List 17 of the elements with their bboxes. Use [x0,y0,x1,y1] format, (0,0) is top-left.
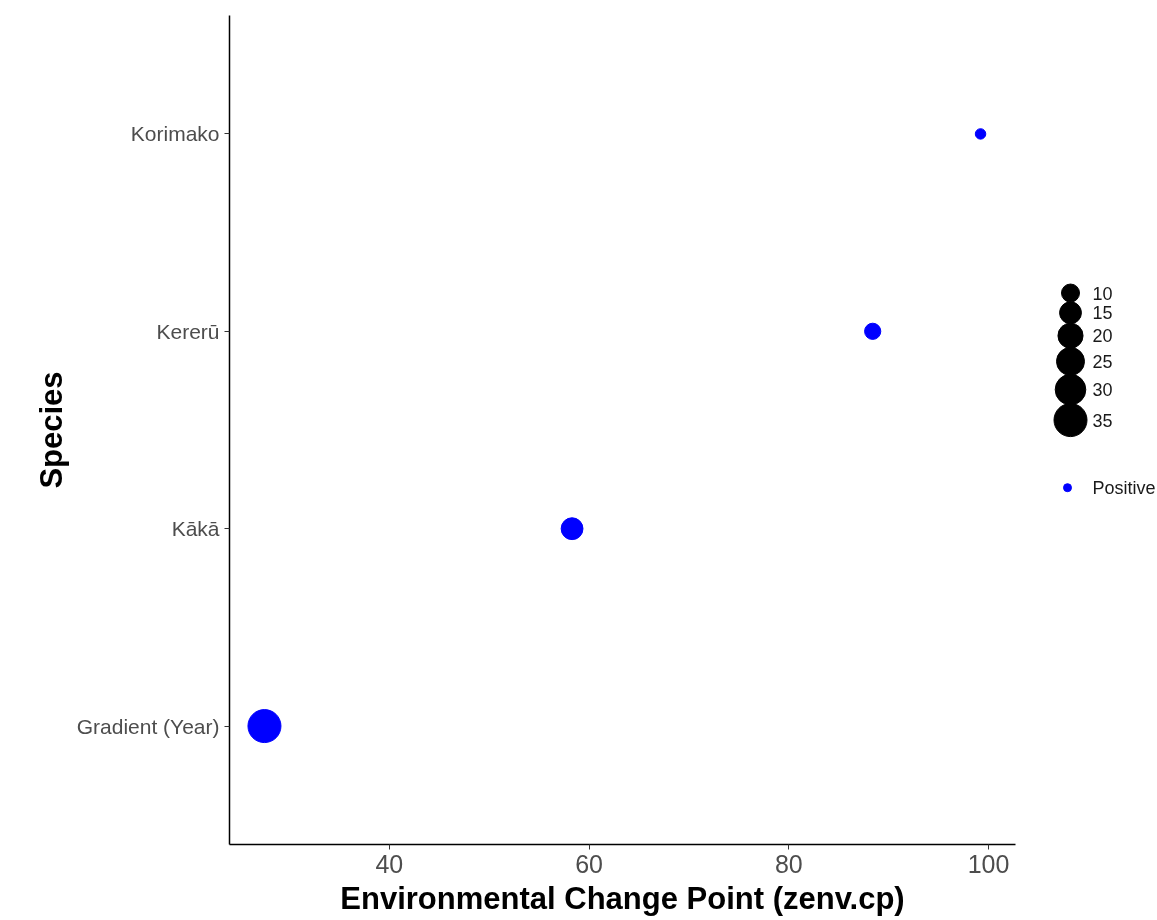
y-tick-label: Korimako [130,122,220,146]
y-tick-label: Kererū [156,319,220,343]
legend-label: 25 [1092,351,1113,372]
legend-label: 20 [1092,326,1113,347]
x-tick-label: 100 [967,849,1010,878]
legend-label: 15 [1092,303,1113,324]
legend-label: 35 [1092,410,1113,431]
x-tick-label: 40 [375,849,404,878]
x-axis-title: Environmental Change Point (zenv.cp) [340,880,905,916]
x-tick-label: 60 [575,849,603,878]
legend-label: 10 [1092,283,1113,304]
legend-label: 30 [1092,380,1113,401]
y-axis-title: Species [33,371,69,489]
x-tick-label: 80 [774,849,803,878]
y-tick-label: Kākā [171,517,220,541]
y-tick-label: Gradient (Year) [76,714,220,738]
legend-label: Positive [1092,477,1156,498]
